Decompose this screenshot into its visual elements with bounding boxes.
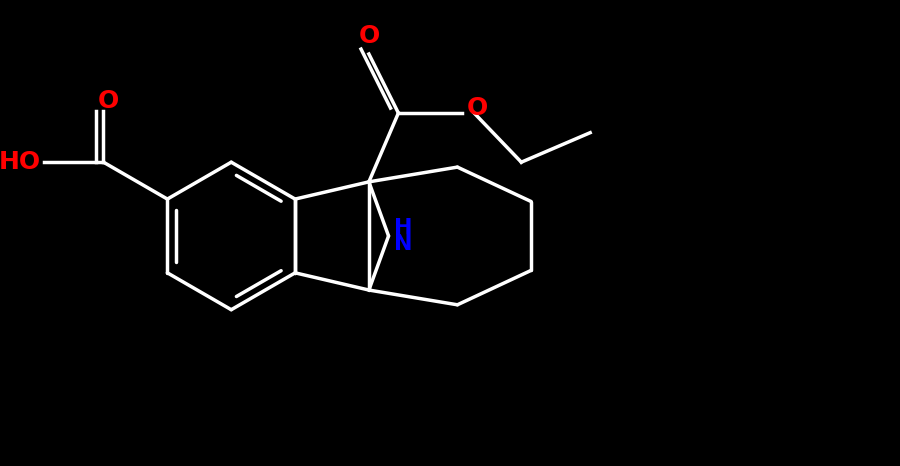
Text: O: O bbox=[466, 96, 488, 120]
Text: HO: HO bbox=[0, 150, 41, 174]
Text: H
N: H N bbox=[394, 218, 412, 254]
Text: O: O bbox=[358, 24, 380, 48]
Text: O: O bbox=[98, 89, 119, 113]
